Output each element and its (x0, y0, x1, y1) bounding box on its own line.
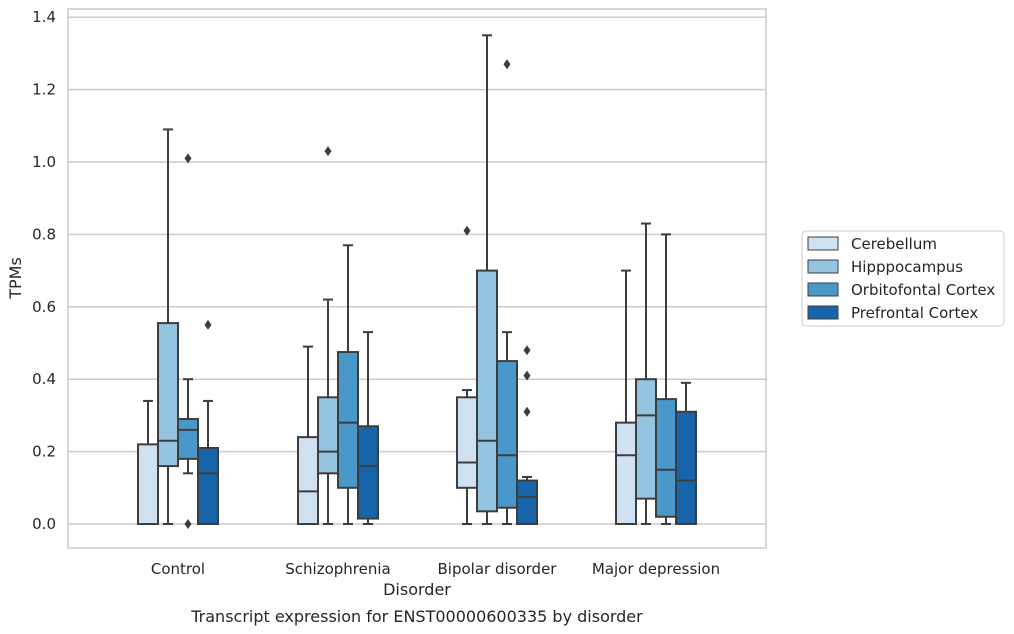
legend-frame (801, 230, 1005, 327)
y-tick-label: 0.8 (32, 225, 56, 243)
box-body (635, 378, 657, 500)
box-hipppocampus-3 (635, 222, 657, 525)
box-body (157, 322, 179, 468)
y-tick-label: 1.0 (32, 153, 56, 171)
box-cerebellum-3 (615, 269, 637, 526)
y-tick-label: 1.4 (32, 8, 56, 26)
box-orbitofontal-cortex-3 (655, 233, 677, 525)
box-cerebellum-1 (297, 345, 319, 525)
box-body (615, 421, 637, 526)
outlier-point (204, 319, 212, 330)
box-body (456, 396, 478, 489)
x-axis-label: Disorder (383, 580, 451, 599)
y-tick-label: 0.0 (32, 515, 56, 533)
x-tick-label: Bipolar disorder (438, 560, 558, 578)
legend-label: Hipppocampus (851, 258, 963, 276)
legend-label: Orbitofontal Cortex (851, 281, 995, 299)
legend-swatch (807, 305, 839, 320)
box-prefrontal-cortex-0 (197, 319, 219, 526)
outlier-point (463, 225, 471, 236)
legend-item: Hipppocampus (807, 258, 963, 276)
box-body (476, 269, 498, 513)
box-hipppocampus-0 (157, 128, 179, 525)
box-prefrontal-cortex-2 (516, 345, 538, 525)
y-tick-label: 0.2 (32, 443, 56, 461)
outlier-point (184, 153, 192, 164)
y-tick-label: 0.6 (32, 298, 56, 316)
legend-item: Prefrontal Cortex (807, 304, 978, 322)
box-body (516, 479, 538, 525)
outlier-point (324, 146, 332, 157)
box-orbitofontal-cortex-2 (496, 59, 518, 525)
box-body (357, 425, 379, 520)
box-body (177, 418, 199, 460)
box-hipppocampus-1 (317, 146, 339, 525)
x-tick-labels: Control Schizophrenia Bipolar disorder Majo… (151, 560, 720, 578)
plot-frame (67, 8, 767, 549)
box-cerebellum-0 (137, 399, 159, 525)
box-cerebellum-2 (456, 225, 478, 525)
box-prefrontal-cortex-3 (675, 381, 697, 525)
legend: Cerebellum Hipppocampus Orbitofontal Corte… (801, 230, 1005, 327)
outlier-point (523, 345, 531, 356)
outlier-point (184, 519, 192, 529)
legend-swatch (807, 259, 839, 274)
y-tick-label: 1.2 (32, 81, 56, 99)
y-tick-labels: 0.0 0.2 0.4 0.6 0.8 1.0 1.2 1.4 (32, 8, 56, 533)
plot-boxes (137, 34, 697, 529)
box-body (197, 446, 219, 526)
outlier-point (503, 59, 511, 70)
legend-item: Orbitofontal Cortex (807, 281, 995, 299)
box-body (675, 410, 697, 525)
y-axis-label: TPMs (6, 257, 25, 300)
box-orbitofontal-cortex-0 (177, 153, 199, 529)
legend-label: Prefrontal Cortex (851, 304, 978, 322)
box-body (655, 398, 677, 518)
box-body (496, 360, 518, 509)
y-tick-label: 0.4 (32, 370, 56, 388)
x-tick-label: Major depression (592, 560, 720, 578)
outlier-point (523, 370, 531, 381)
box-orbitofontal-cortex-1 (337, 244, 359, 525)
box-body (337, 351, 359, 489)
legend-item: Cerebellum (807, 235, 937, 253)
box-body (137, 443, 159, 525)
x-tick-label: Control (151, 560, 205, 578)
outlier-point (523, 406, 531, 417)
box-prefrontal-cortex-1 (357, 331, 379, 525)
legend-swatch (807, 236, 839, 251)
box-body (297, 436, 319, 525)
legend-label: Cerebellum (851, 235, 937, 253)
legend-swatch (807, 282, 839, 297)
x-tick-label: Schizophrenia (285, 560, 390, 578)
box-body (317, 396, 339, 475)
chart-caption: Transcript expression for ENST0000060033… (190, 607, 643, 626)
box-hipppocampus-2 (476, 34, 498, 525)
